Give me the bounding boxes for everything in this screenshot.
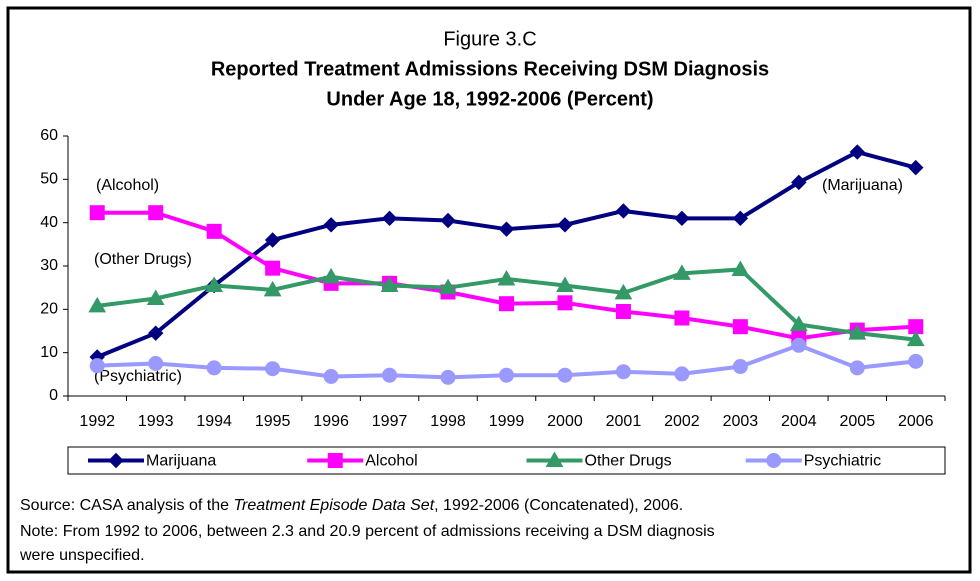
marker bbox=[88, 296, 107, 313]
marker bbox=[382, 367, 398, 383]
annotation: (Other Drugs) bbox=[94, 251, 192, 268]
x-tick-label: 2004 bbox=[781, 413, 817, 430]
marker bbox=[146, 289, 165, 305]
x-tick-label: 2005 bbox=[840, 413, 876, 430]
marker bbox=[849, 360, 865, 376]
x-tick-label: 1997 bbox=[372, 413, 408, 430]
chart-title: Reported Treatment Admissions Receiving … bbox=[211, 58, 769, 80]
marker bbox=[557, 367, 573, 383]
marker bbox=[545, 451, 564, 467]
marker bbox=[906, 330, 925, 347]
x-tick-label: 1992 bbox=[79, 413, 115, 430]
marker bbox=[380, 276, 399, 292]
chart-subtitle: Under Age 18, 1992-2006 (Percent) bbox=[326, 88, 653, 110]
marker bbox=[614, 283, 633, 300]
y-tick-label: 0 bbox=[49, 387, 58, 404]
x-tick-label: 1999 bbox=[489, 413, 525, 430]
marker bbox=[732, 359, 748, 375]
marker bbox=[674, 210, 690, 227]
note: Note: From 1992 to 2006, between 2.3 and… bbox=[20, 523, 715, 540]
marker bbox=[557, 217, 573, 233]
y-tick-label: 50 bbox=[40, 171, 58, 188]
x-tick-label: 1995 bbox=[255, 413, 291, 430]
x-tick-label: 2001 bbox=[606, 413, 642, 430]
marker bbox=[440, 212, 456, 229]
legend-label: Psychiatric bbox=[804, 453, 881, 470]
annotation: (Psychiatric) bbox=[94, 368, 182, 385]
marker bbox=[265, 361, 281, 377]
marker bbox=[848, 324, 867, 340]
source-text: , 1992-2006 (Concatenated), 2006. bbox=[434, 497, 683, 514]
marker bbox=[849, 144, 866, 160]
marker bbox=[89, 358, 105, 374]
marker bbox=[440, 369, 456, 385]
y-tick-label: 40 bbox=[40, 214, 58, 231]
marker bbox=[265, 260, 281, 276]
marker bbox=[674, 310, 690, 326]
legend-label: Marijuana bbox=[146, 453, 216, 470]
marker bbox=[766, 453, 782, 468]
marker bbox=[615, 203, 632, 219]
marker bbox=[439, 278, 457, 295]
x-tick-label: 1993 bbox=[138, 413, 174, 430]
legend-label: Other Drugs bbox=[585, 453, 672, 470]
y-tick-label: 10 bbox=[40, 344, 58, 361]
marker bbox=[499, 296, 514, 312]
marker bbox=[323, 369, 339, 384]
marker bbox=[148, 205, 164, 221]
source-text: Treatment Episode Data Set bbox=[233, 497, 434, 514]
marker bbox=[89, 205, 105, 221]
marker bbox=[557, 295, 573, 311]
legend: Marijuana Alcohol Other Drugs Psychiatric bbox=[67, 446, 946, 475]
marker bbox=[497, 269, 516, 286]
marker bbox=[908, 353, 924, 369]
marker bbox=[264, 232, 281, 248]
annotation: (Alcohol) bbox=[96, 177, 159, 194]
marker bbox=[732, 210, 749, 227]
marker bbox=[499, 367, 514, 383]
marker bbox=[673, 264, 691, 280]
marker bbox=[731, 260, 750, 276]
marker bbox=[791, 337, 807, 353]
source-text: Source: CASA analysis of the bbox=[20, 497, 233, 514]
marker bbox=[205, 276, 224, 292]
x-tick-label: 2003 bbox=[723, 413, 759, 430]
source: Source: CASA analysis of the Treatment E… bbox=[20, 497, 683, 514]
y-tick-label: 60 bbox=[40, 127, 58, 144]
marker bbox=[498, 221, 515, 237]
marker bbox=[263, 280, 282, 297]
y-tick-label: 20 bbox=[40, 301, 58, 318]
marker bbox=[108, 452, 124, 469]
legend-label: Alcohol bbox=[365, 453, 417, 470]
marker bbox=[381, 210, 398, 227]
x-tick-label: 2006 bbox=[898, 413, 934, 430]
marker bbox=[615, 364, 631, 380]
marker bbox=[206, 223, 222, 239]
note: were unspecified. bbox=[19, 547, 145, 564]
x-tick-label: 2000 bbox=[547, 413, 583, 430]
annotation: (Marijuana) bbox=[822, 177, 903, 194]
marker bbox=[327, 453, 343, 468]
marker bbox=[147, 325, 164, 341]
marker bbox=[789, 315, 808, 331]
x-tick-label: 1998 bbox=[430, 413, 466, 430]
marker bbox=[732, 319, 748, 335]
figure-label: Figure 3.C bbox=[443, 28, 536, 50]
marker bbox=[556, 276, 574, 292]
marker bbox=[615, 304, 631, 319]
marker bbox=[791, 174, 807, 191]
y-tick-label: 30 bbox=[40, 257, 58, 274]
marker bbox=[206, 360, 222, 376]
marker bbox=[322, 267, 340, 284]
marker bbox=[148, 356, 164, 371]
x-tick-label: 1996 bbox=[313, 413, 349, 430]
x-tick-label: 1994 bbox=[196, 413, 232, 430]
x-tick-label: 2002 bbox=[664, 413, 700, 430]
marker bbox=[323, 217, 339, 233]
marker bbox=[674, 366, 690, 382]
marker bbox=[908, 159, 924, 176]
frame bbox=[6, 6, 972, 574]
